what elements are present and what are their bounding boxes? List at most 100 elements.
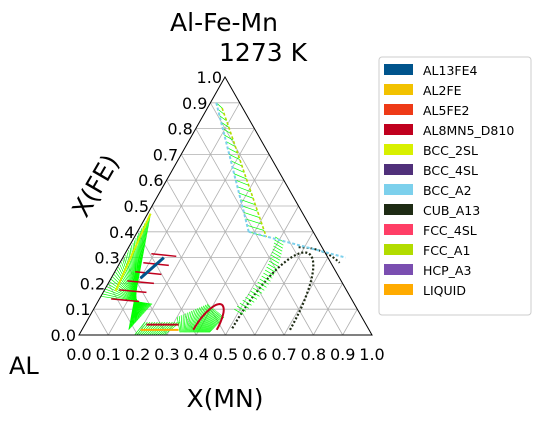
- phase-boundary-al8mn5: [111, 298, 140, 303]
- tie-line: [219, 115, 227, 122]
- grid-line-mn: [225, 205, 299, 336]
- tie-line: [264, 269, 275, 276]
- x-tick-label: 0.6: [242, 345, 267, 364]
- tie-line: [243, 212, 260, 218]
- phase-boundary-al8mn5: [119, 289, 147, 294]
- tie-line: [126, 252, 141, 318]
- legend-swatch: [384, 244, 413, 255]
- legend-frame: [378, 56, 532, 316]
- tie-line: [184, 312, 188, 333]
- tie-line: [272, 248, 282, 255]
- phase-boundary-al8mn5: [127, 280, 154, 285]
- phase-boundary-al8mn5: [192, 302, 225, 331]
- tie-line: [227, 147, 238, 154]
- tie-line: [266, 266, 276, 273]
- tie-line: [270, 254, 281, 261]
- grid-line-al: [166, 180, 256, 336]
- y-tick-label: 0.3: [94, 249, 119, 268]
- tie-line: [273, 245, 283, 252]
- tie-line: [269, 257, 280, 264]
- tie-line: [110, 279, 148, 310]
- tie-line: [250, 290, 260, 297]
- tie-line: [187, 309, 194, 333]
- tie-line: [268, 260, 279, 267]
- tie-line: [271, 251, 281, 258]
- legend-swatch: [384, 164, 413, 175]
- legend-swatch: [384, 184, 413, 195]
- tie-line: [247, 293, 258, 300]
- y-axis-label: X(FE): [66, 150, 125, 222]
- corner-label: AL: [9, 352, 39, 380]
- legend-swatch: [384, 124, 413, 135]
- tie-line: [236, 305, 247, 312]
- grid-line-al: [93, 309, 109, 336]
- tie-line: [230, 160, 243, 167]
- legend-label: CUB_A13: [423, 203, 480, 218]
- tie-line: [273, 242, 283, 249]
- tie-line: [200, 309, 215, 333]
- legend-label: AL8MN5_D810: [423, 123, 514, 138]
- tie-line: [188, 309, 196, 333]
- region-liquid-bcc: [100, 213, 177, 330]
- tie-line: [245, 296, 255, 303]
- x-tick-label: 0.8: [301, 345, 326, 364]
- tie-line: [185, 311, 190, 333]
- tie-line: [232, 166, 245, 173]
- tie-line: [267, 263, 277, 270]
- tie-line: [195, 304, 210, 333]
- region-al8mn5-bcc: [134, 302, 225, 336]
- tie-line: [109, 281, 149, 309]
- y-tick-label: 0.0: [51, 326, 76, 345]
- grid-line-al: [180, 154, 285, 336]
- x-axis-label: X(MN): [187, 384, 264, 413]
- tie-line: [229, 154, 240, 160]
- tie-line: [257, 281, 267, 288]
- x-tick-label: 0.1: [96, 345, 121, 364]
- phase-boundary-fcc-a1: [221, 107, 268, 238]
- tie-line: [205, 313, 220, 333]
- tie-line: [136, 321, 148, 336]
- tie-line: [108, 283, 149, 309]
- tie-line: [202, 310, 217, 333]
- tie-line: [180, 315, 183, 333]
- legend-swatch: [384, 84, 413, 95]
- y-tick-label: 0.6: [138, 171, 163, 190]
- tie-line: [245, 218, 263, 225]
- tie-line: [220, 121, 229, 128]
- tie-line: [178, 316, 182, 333]
- tie-line: [189, 308, 198, 333]
- tie-line: [222, 128, 232, 135]
- y-tick-label: 1.0: [197, 68, 222, 87]
- tie-line: [237, 186, 251, 193]
- legend-swatch: [384, 64, 413, 75]
- tie-line: [234, 308, 244, 315]
- legend-swatch: [384, 284, 413, 295]
- x-tick-label: 0.5: [213, 345, 238, 364]
- tie-line: [198, 307, 213, 333]
- tie-line: [242, 205, 258, 212]
- chart-title-line-2: 1273 K: [219, 38, 308, 67]
- tie-line: [247, 225, 265, 231]
- tie-line: [128, 250, 140, 319]
- phase-boundary-bcc-2sl: [114, 213, 152, 292]
- tie-line: [240, 199, 256, 206]
- legend-label: LIQUID: [423, 283, 466, 298]
- legend-swatch: [384, 224, 413, 235]
- phase-boundary-bcc-a2: [248, 230, 346, 259]
- tie-line: [207, 314, 223, 333]
- tie-line: [103, 291, 151, 306]
- x-tick-label: 0.4: [183, 345, 208, 364]
- phase-regions: [100, 102, 346, 336]
- x-tick-label: 0.7: [271, 345, 296, 364]
- grid-line-mn: [342, 309, 358, 336]
- y-tick-label: 0.4: [109, 223, 134, 242]
- grid-line-al: [195, 128, 314, 336]
- phase-boundary-al13fe4: [139, 256, 165, 280]
- tie-line: [208, 315, 224, 333]
- legend-label: AL13FE4: [423, 63, 478, 78]
- legend-swatch: [384, 264, 413, 275]
- tick-labels: 0.0 0.1 0.2 0.3 0.4 0.5 0.6 0.7 0.8 0.9 1.00.00.10…: [51, 68, 385, 364]
- tie-line: [183, 313, 186, 333]
- phase-boundary-al8mn5: [151, 252, 177, 258]
